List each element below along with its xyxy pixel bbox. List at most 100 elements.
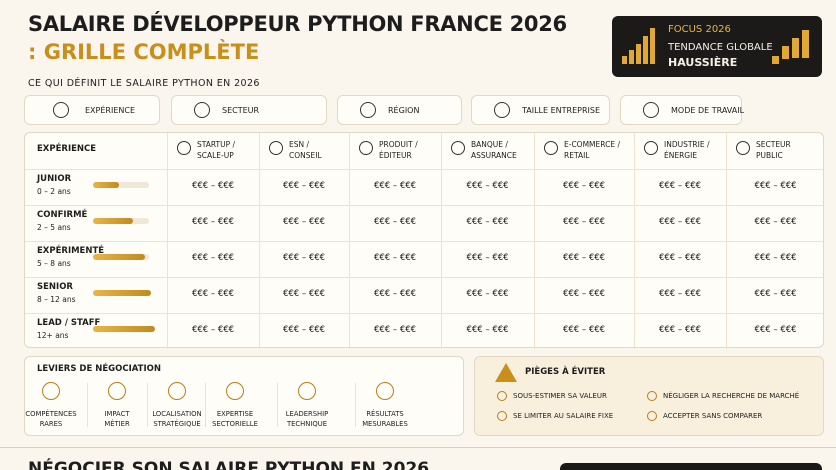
focus-chart-bar	[802, 30, 809, 58]
column-header: BANQUE /	[471, 140, 508, 149]
column-header: ESN /	[289, 140, 310, 149]
salary-cell: €€€ – €€€	[658, 217, 702, 227]
factor-icon	[360, 102, 376, 118]
focus-icon-bar	[643, 36, 648, 64]
salary-cell: €€€ – €€€	[466, 253, 509, 263]
lever-divider	[355, 383, 356, 427]
column-header: CONSEIL	[289, 151, 322, 160]
column-icon	[359, 141, 373, 155]
pitfalls-panel: PIÈGES À ÉVITER SOUS-ESTIMER SA VALEUR NÉG…	[474, 356, 824, 436]
row-divider	[25, 205, 823, 206]
salary-cell: €€€ – €€€	[658, 289, 702, 299]
row-divider	[25, 241, 823, 242]
focus-icon-bar	[622, 56, 627, 64]
column-header: PRODUIT /	[379, 140, 418, 149]
lever-label: SECTORIELLE	[212, 420, 258, 428]
factor-pill: MODE DE TRAVAIL	[620, 95, 745, 125]
factor-label: EXPÉRIENCE	[85, 106, 136, 115]
focus-line2: HAUSSIÈRE	[668, 56, 738, 69]
lever-icon	[376, 382, 394, 400]
salary-cell: €€€ – €€€	[191, 253, 235, 263]
row-years: 2 – 5 ans	[37, 223, 71, 232]
salary-cell: €€€ – €€€	[373, 289, 417, 299]
pitfall-icon	[647, 391, 657, 401]
column-header: SECTEUR	[756, 140, 791, 149]
column-header: INDUSTRIE /	[664, 140, 710, 149]
lever-label: STRATÉGIQUE	[153, 420, 201, 428]
lever-icon	[168, 382, 186, 400]
row-divider	[25, 277, 823, 278]
level-bar	[93, 290, 151, 296]
footer-title: NÉGOCIER SON SALAIRE PYTHON EN 2026	[28, 459, 430, 470]
lever-divider	[147, 383, 148, 427]
lever-divider	[87, 383, 88, 427]
focus-chart-bar	[782, 46, 789, 59]
column-header: SCALE-UP	[197, 151, 234, 160]
lever-label: EXPERTISE	[216, 410, 254, 418]
column-header: STARTUP /	[197, 140, 236, 149]
factor-icon	[643, 102, 659, 118]
column-icon	[644, 141, 658, 155]
factor-icon	[494, 102, 510, 118]
footer-box	[560, 463, 822, 470]
focus-box: FOCUS 2026 TENDANCE GLOBALE HAUSSIÈRE	[612, 16, 822, 77]
row-level: LEAD / STAFF	[37, 318, 101, 328]
salary-cell: €€€ – €€€	[658, 325, 702, 335]
level-bar	[93, 326, 155, 332]
pitfall-label: NÉGLIGER LA RECHERCHE DE MARCHÉ	[663, 392, 800, 400]
pitfalls-title: PIÈGES À ÉVITER	[525, 367, 606, 377]
lever-divider	[277, 383, 278, 427]
lever-label: RÉSULTATS	[366, 410, 404, 418]
row-years: 0 – 2 ans	[37, 187, 71, 196]
salary-cell: €€€ – €€€	[466, 181, 509, 191]
salary-cell: €€€ – €€€	[373, 325, 417, 335]
focus-label: FOCUS 2026	[668, 24, 731, 35]
title-sub: : GRILLE COMPLÈTE	[28, 40, 260, 64]
row-divider	[25, 169, 823, 170]
focus-chart-bar	[772, 56, 779, 64]
salary-cell: €€€ – €€€	[191, 217, 235, 227]
factor-label: MODE DE TRAVAIL	[671, 106, 745, 115]
factor-icon	[53, 102, 69, 118]
salary-cell: €€€ – €€€	[754, 217, 797, 227]
column-icon	[269, 141, 283, 155]
factor-label: SECTEUR	[222, 106, 260, 115]
focus-icon-bar	[650, 28, 655, 64]
lever-label: MÉTIER	[104, 420, 130, 428]
lever-divider	[205, 383, 206, 427]
salary-cell: €€€ – €€€	[373, 217, 417, 227]
salary-cell: €€€ – €€€	[282, 325, 326, 335]
salary-cell: €€€ – €€€	[373, 253, 417, 263]
level-bar	[93, 254, 145, 260]
salary-cell: €€€ – €€€	[658, 181, 702, 191]
level-track	[93, 182, 149, 188]
salary-cell: €€€ – €€€	[562, 253, 606, 263]
salary-cell: €€€ – €€€	[282, 253, 326, 263]
pitfall-icon	[497, 411, 507, 421]
salary-cell: €€€ – €€€	[754, 289, 797, 299]
factor-pill: TAILLE ENTREPRISE	[471, 95, 610, 125]
column-icon	[451, 141, 465, 155]
row-level: EXPÉRIMENTÉ	[37, 246, 105, 256]
salary-cell: €€€ – €€€	[562, 325, 606, 335]
factor-label: TAILLE ENTREPRISE	[522, 106, 601, 115]
salary-cell: €€€ – €€€	[466, 325, 509, 335]
lever-icon	[108, 382, 126, 400]
row-level: SENIOR	[37, 282, 73, 292]
focus-chart-bar	[792, 38, 799, 58]
factors-title: CE QUI DÉFINIT LE SALAIRE PYTHON EN 2026	[28, 78, 260, 89]
column-header: ÉNERGIE	[664, 151, 698, 160]
salary-cell: €€€ – €€€	[562, 181, 606, 191]
salary-cell: €€€ – €€€	[658, 253, 702, 263]
row-divider	[25, 313, 823, 314]
lever-icon	[226, 382, 244, 400]
salary-cell: €€€ – €€€	[466, 289, 509, 299]
lever-label: TECHNIQUE	[286, 420, 327, 428]
row-years: 5 – 8 ans	[37, 259, 71, 268]
level-bar	[93, 218, 133, 224]
lever-icon	[298, 382, 316, 400]
salary-cell: €€€ – €€€	[191, 289, 235, 299]
salary-cell: €€€ – €€€	[191, 325, 235, 335]
salary-cell: €€€ – €€€	[754, 325, 797, 335]
factor-pill: SECTEUR	[171, 95, 327, 125]
